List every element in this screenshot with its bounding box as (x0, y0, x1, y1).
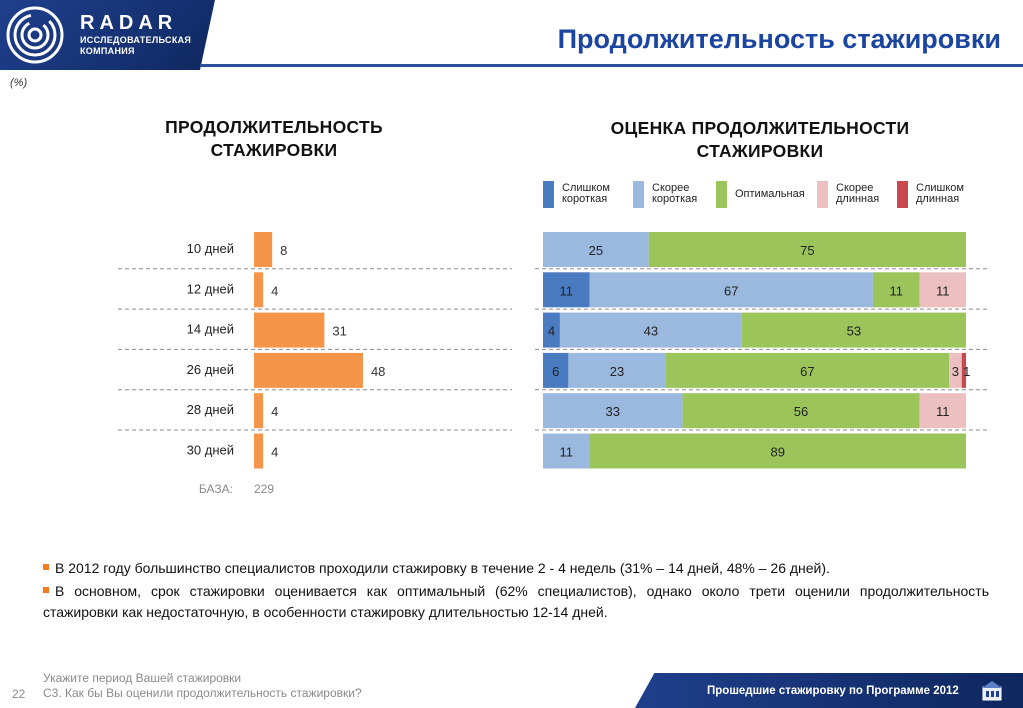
stacked-bar-segment (872, 272, 920, 308)
data-label: 1 (963, 364, 970, 379)
radar-logo-icon (6, 6, 64, 64)
legend-item: Оптимальная (716, 180, 805, 208)
stacked-bar-segment (648, 232, 966, 267)
note-item: В основном, срок стажировки оценивается … (43, 583, 989, 620)
stacked-bar-segment (559, 312, 742, 348)
data-label: 4 (271, 445, 278, 460)
data-label: 33 (606, 404, 620, 419)
data-label: 6 (552, 364, 559, 379)
legend-item: Слишком короткая (543, 180, 610, 208)
stacked-bar-segment (665, 352, 950, 388)
data-label: 43 (644, 324, 658, 339)
logo-panel: RADAR ИССЛЕДОВАТЕЛЬСКАЯ КОМПАНИЯ (0, 0, 215, 70)
data-label: 11 (560, 445, 574, 460)
header: RADAR ИССЛЕДОВАТЕЛЬСКАЯ КОМПАНИЯ Продолж… (0, 0, 1023, 72)
data-label: 89 (771, 445, 785, 460)
stacked-bar-segment (589, 272, 873, 308)
notes: В 2012 году большинство специалистов про… (43, 558, 989, 625)
bar (254, 272, 264, 308)
unit-note: (%) (10, 77, 28, 89)
data-label: 75 (800, 243, 814, 258)
legend-swatch (897, 180, 908, 208)
data-label: 11 (936, 283, 950, 298)
base-label: БАЗА: (199, 482, 233, 496)
data-label: 56 (794, 404, 808, 419)
stacked-bar-segment (919, 393, 966, 429)
stacked-bar-segment (682, 393, 920, 429)
bar (254, 312, 325, 348)
data-label: 4 (271, 283, 278, 298)
page-title: Продолжительность стажировки (557, 24, 1001, 54)
stacked-bar-segment (568, 352, 666, 388)
stacked-bar-segment (589, 433, 966, 469)
category-label: 14 дней (187, 322, 234, 337)
category-label: 28 дней (187, 402, 234, 417)
left-chart-title: ПРОДОЛЖИТЕЛЬНОСТЬ СТАЖИРОВКИ (165, 117, 383, 160)
legend-swatch (543, 180, 554, 208)
data-label: 25 (589, 243, 603, 258)
bar (254, 433, 264, 469)
stacked-bar-segment (919, 272, 966, 308)
data-label: 11 (936, 404, 950, 419)
bar (254, 232, 273, 267)
program-icon (982, 681, 1002, 701)
data-label: 4 (548, 324, 555, 339)
footer-program: Прошедшие стажировку по Программе 2012 (707, 685, 959, 697)
base-value: 229 (254, 482, 274, 496)
data-label: 48 (371, 364, 385, 379)
data-label: 67 (724, 283, 738, 298)
data-label: 11 (889, 283, 903, 298)
data-label: 31 (332, 324, 346, 339)
stacked-bar-segment (949, 352, 962, 388)
stacked-bar-segment (543, 272, 590, 308)
data-label: 67 (800, 364, 814, 379)
legend-swatch (716, 180, 727, 208)
category-label: 12 дней (187, 281, 234, 296)
data-label: 23 (610, 364, 624, 379)
category-label: 10 дней (187, 241, 234, 256)
bar (254, 352, 363, 388)
charts: 10 дней 8 12 дней 4 14 дней 31 26 дней 48 28 дне… (118, 232, 988, 496)
bullet-icon (43, 587, 49, 593)
footer-question-1: Укажите период Вашей стажировки (43, 671, 242, 685)
data-label: 3 (952, 364, 959, 379)
legend-swatch (817, 180, 828, 208)
bullet-icon (43, 564, 49, 570)
data-label: 4 (271, 404, 278, 419)
stacked-bar-segment (543, 232, 649, 267)
legend-item: Скорее длинная (817, 180, 879, 208)
legend-item: Слишком длинная (897, 180, 964, 208)
stacked-bar-segment (543, 393, 683, 429)
data-label: 8 (280, 243, 287, 258)
category-label: 26 дней (187, 362, 234, 377)
brand-subtitle: ИССЛЕДОВАТЕЛЬСКАЯ КОМПАНИЯ (80, 35, 192, 56)
legend-item: Скорее короткая (633, 180, 697, 208)
page-number: 22 (12, 687, 26, 701)
category-label: 30 дней (187, 443, 234, 458)
stacked-bar-segment (961, 352, 966, 388)
header-line (200, 64, 1023, 67)
legend-swatch (633, 180, 644, 208)
note-item: В 2012 году большинство специалистов про… (43, 558, 989, 579)
stacked-bar-segment (543, 352, 569, 388)
brand-name: RADAR (80, 12, 178, 34)
data-label: 11 (560, 283, 574, 298)
stacked-bar-segment (543, 433, 590, 469)
stacked-bar-segment (543, 312, 560, 348)
bar (254, 393, 264, 429)
footer-question-2: С3. Как бы Вы оценили продолжительность … (43, 686, 362, 700)
data-label: 53 (847, 324, 861, 339)
stacked-bar-segment (741, 312, 966, 348)
footer-band (635, 673, 1023, 708)
right-chart-title: ОЦЕНКА ПРОДОЛЖИТЕЛЬНОСТИ СТАЖИРОВКИ (610, 118, 910, 161)
